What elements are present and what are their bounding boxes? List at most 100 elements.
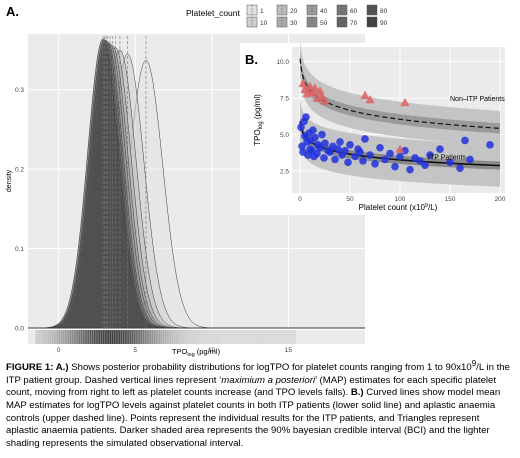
itp-point: [344, 158, 352, 167]
itp-point: [486, 141, 494, 149]
caption-italic: maximium a posteriori: [221, 374, 316, 386]
y-tick-label: 7.5: [280, 96, 289, 103]
itp-point: [341, 146, 349, 155]
itp-point: [336, 138, 344, 146]
legend-label: 20: [290, 8, 298, 15]
itp-point: [326, 148, 334, 156]
panel-b-axes: 2.5 5.0 7.5 10.0 0 50 100 150 200: [276, 59, 505, 203]
x-tick-label: 15: [285, 347, 293, 354]
itp-point: [406, 165, 414, 174]
itp-point: [297, 123, 305, 132]
itp-point: [416, 157, 424, 165]
itp-point: [311, 133, 319, 142]
itp-point: [446, 158, 454, 167]
x-tick-label: 5: [133, 347, 137, 354]
legend-label: 10: [260, 20, 268, 27]
itp-point: [316, 143, 324, 152]
panel-b-points: [297, 78, 494, 174]
legend-label: 30: [290, 20, 298, 27]
y-tick-label: 0.1: [15, 246, 24, 253]
aplastic-point: [360, 90, 370, 99]
aplastic-point: [395, 144, 405, 153]
itp-point: [436, 145, 444, 153]
aplastic-point: [307, 87, 317, 96]
y-tick-label: 0.2: [15, 167, 24, 174]
caption-text: /L in the ITP patient group. Dashed vert…: [6, 362, 510, 386]
aplastic-point: [320, 96, 330, 105]
caption-b-lead: B.): [348, 387, 364, 399]
itp-point: [466, 155, 474, 164]
aplastic-point: [305, 81, 315, 91]
panel-a-label: A.: [6, 4, 19, 19]
itp-point: [351, 152, 359, 161]
legend-label: 90: [380, 20, 388, 27]
aplastic-point: [310, 83, 320, 92]
itp-point: [359, 157, 367, 165]
itp-point: [396, 152, 404, 161]
itp-point: [376, 143, 384, 152]
y-tick-label: 0.3: [15, 87, 24, 94]
itp-point: [331, 155, 339, 164]
legend-label: 50: [320, 20, 328, 27]
y-tick-label: 0.0: [15, 326, 24, 333]
itp-point: [334, 145, 342, 153]
itp-credible-interval: [300, 117, 500, 170]
panel-a-xlabel: TPOlog (pg/ml): [172, 347, 221, 358]
legend-label: 70: [350, 20, 358, 27]
panel-b-xlabel: Platelet count (x109/L): [359, 203, 438, 212]
non-itp-fit-line: [299, 58, 501, 129]
panel-a-axes: 0.0 0.1 0.2 0.3 0 5 10 15: [15, 87, 292, 354]
legend-label: 40: [320, 8, 328, 15]
figure-caption: FIGURE 1: A.) Shows posterior probabilit…: [6, 358, 514, 450]
itp-point: [426, 151, 434, 159]
panel-b-ylabel: TPOlog (pg/ml): [253, 94, 264, 146]
itp-point: [356, 148, 364, 156]
itp-point: [321, 139, 329, 148]
x-tick-label: 0: [57, 347, 61, 354]
legend-label: 80: [380, 8, 388, 15]
caption-text: Curved lines show model mean MAP estimat…: [6, 387, 501, 449]
y-tick-label: 10.0: [276, 59, 289, 66]
itp-point: [386, 149, 394, 158]
aplastic-point: [400, 97, 410, 107]
itp-point: [309, 126, 317, 135]
caption-text: Shows posterior probability distribution…: [68, 362, 472, 374]
itp-point: [302, 113, 310, 121]
non-itp-credible-interval: [300, 53, 500, 134]
itp-point: [421, 161, 429, 170]
legend-label: 60: [350, 8, 358, 15]
itp-point: [366, 151, 374, 159]
panel-b-label: B.: [245, 52, 258, 67]
itp-point: [371, 160, 379, 168]
itp-point: [320, 154, 328, 162]
itp-point: [391, 162, 399, 171]
x-tick-label: 200: [495, 196, 506, 203]
itp-point: [346, 141, 354, 149]
y-tick-label: 2.5: [280, 169, 289, 176]
caption-sup: 9: [471, 359, 477, 368]
itp-point: [313, 149, 321, 158]
y-tick-label: 5.0: [280, 132, 289, 139]
aplastic-point: [315, 86, 325, 95]
aplastic-point: [365, 94, 375, 104]
itp-point: [461, 136, 469, 145]
itp-point: [456, 164, 464, 172]
legend: Platelet_count 1 10 20 30 40 50 60 70 80 90: [186, 4, 388, 28]
panel-a-map-lines: [102, 36, 147, 328]
caption-text: ’ (MAP) estimates for each specific plat…: [6, 374, 497, 399]
x-tick-label: 150: [445, 196, 456, 203]
legend-label: 1: [260, 8, 264, 15]
itp-point: [381, 155, 389, 164]
x-tick-label: 10: [208, 347, 216, 354]
itp-point: [318, 130, 326, 139]
aplastic-point: [298, 78, 308, 88]
x-tick-label: 100: [395, 196, 406, 203]
x-tick-label: 50: [346, 196, 354, 203]
legend-title: Platelet_count: [186, 8, 241, 18]
caption-lead: FIGURE 1: A.): [6, 362, 69, 374]
x-tick-label: 0: [298, 196, 302, 203]
annotation-non-itp: Non–ITP Patients: [450, 96, 505, 103]
panel-a-ylabel: density: [6, 169, 13, 192]
itp-point: [361, 135, 369, 143]
